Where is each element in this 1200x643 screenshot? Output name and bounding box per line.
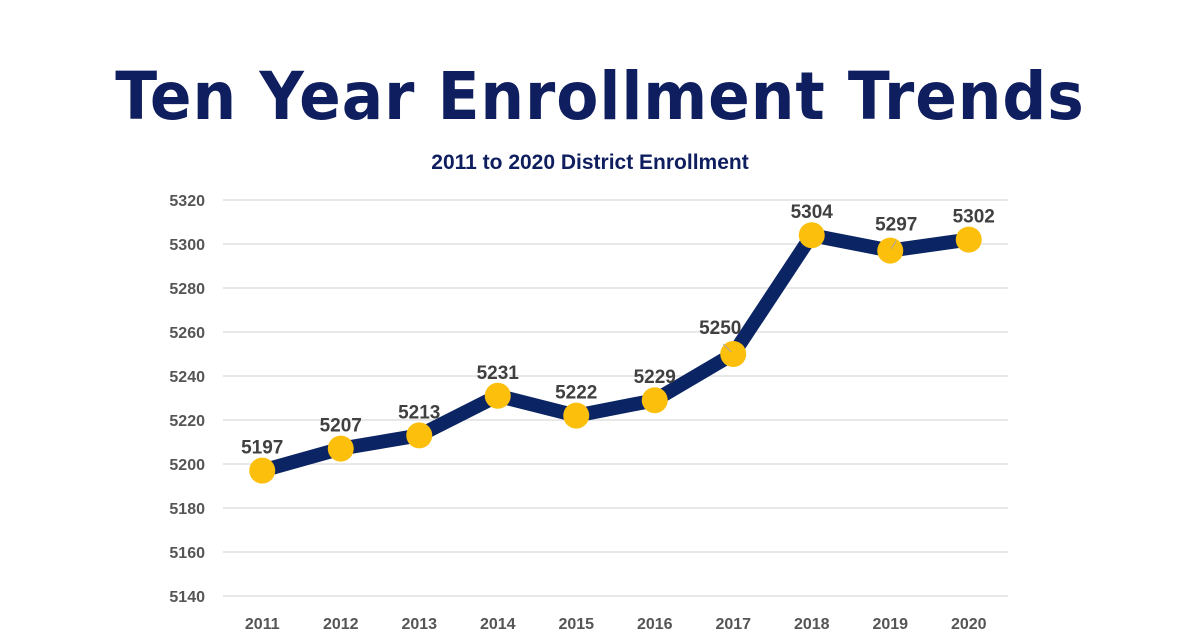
data-point-marker [641, 387, 668, 414]
x-tick-label: 2019 [872, 616, 908, 633]
y-tick-label: 5280 [169, 281, 205, 298]
markers [249, 222, 982, 484]
x-tick-label: 2014 [480, 616, 516, 633]
data-point-marker [955, 226, 982, 253]
x-tick-label: 2011 [245, 616, 280, 633]
y-tick-label: 5260 [169, 325, 205, 342]
data-point-marker [249, 457, 276, 484]
x-tick-label: 2017 [715, 616, 751, 633]
x-axis-ticks: 2011 2012 2013 2014 2015 2016 2017 2018 2019 2020 [245, 616, 987, 633]
data-label: 5197 [241, 438, 283, 459]
data-point-marker [484, 382, 511, 409]
y-tick-label: 5160 [169, 545, 205, 562]
data-label: 5302 [953, 207, 995, 228]
data-label: 5250 [699, 318, 741, 339]
y-tick-label: 5300 [169, 237, 205, 254]
series-line [255, 228, 976, 478]
label-leader-line [722, 343, 732, 353]
data-point-marker [877, 237, 904, 264]
data-label: 5297 [875, 215, 917, 236]
x-tick-label: 2020 [951, 616, 987, 633]
y-tick-label: 5200 [169, 457, 205, 474]
chart-main-title: Ten Year Enrollment Trends [115, 58, 1085, 135]
data-label: 5231 [477, 363, 520, 384]
label-leader-line [890, 240, 897, 249]
data-labels: 5197 5207 5213 5231 5222 5229 5250 5304 5297 5302 [241, 202, 995, 458]
y-tick-label: 5140 [169, 589, 205, 606]
series-line-layer [255, 228, 976, 478]
data-label: 5222 [555, 383, 597, 404]
x-tick-label: 2016 [637, 616, 673, 633]
data-point-marker [563, 402, 590, 429]
x-tick-label: 2018 [794, 616, 830, 633]
y-tick-label: 5180 [169, 501, 205, 518]
data-label: 5304 [791, 202, 834, 223]
x-tick-label: 2012 [323, 616, 359, 633]
chart-subtitle: 2011 to 2020 District Enrollment [431, 151, 749, 174]
y-tick-label: 5220 [169, 413, 205, 430]
data-point-marker [798, 222, 825, 249]
y-axis-ticks: 5140 5160 5180 5200 5220 5240 5260 5280 5300 5320 [169, 193, 205, 606]
data-label: 5229 [634, 367, 676, 388]
data-point-marker [406, 422, 433, 449]
y-tick-label: 5240 [169, 369, 205, 386]
x-tick-label: 2015 [558, 616, 594, 633]
data-label: 5213 [398, 402, 440, 423]
data-label: 5207 [320, 416, 362, 437]
data-point-marker [327, 435, 354, 462]
y-tick-label: 5320 [169, 193, 205, 210]
x-tick-label: 2013 [401, 616, 437, 633]
